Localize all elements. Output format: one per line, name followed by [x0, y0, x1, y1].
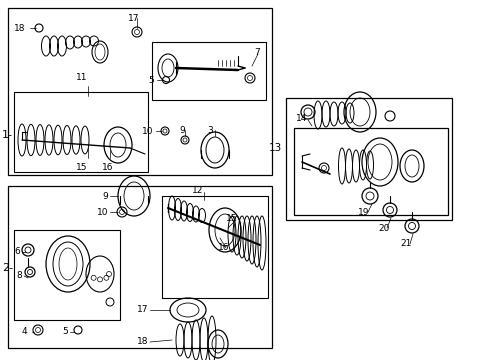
- Text: 17: 17: [128, 14, 140, 23]
- Text: 13: 13: [268, 143, 282, 153]
- Bar: [285, 98, 451, 220]
- Bar: [293, 128, 447, 215]
- Bar: [8, 8, 271, 175]
- Text: 12: 12: [192, 186, 203, 195]
- Text: 14: 14: [295, 113, 307, 122]
- Text: 3: 3: [207, 126, 212, 135]
- Text: 8: 8: [16, 271, 22, 280]
- Bar: [152, 42, 265, 100]
- Text: 7: 7: [253, 48, 259, 57]
- Text: 18: 18: [136, 338, 148, 346]
- Text: 9: 9: [102, 192, 108, 201]
- Bar: [14, 92, 148, 172]
- Text: 6: 6: [14, 248, 20, 256]
- Bar: [8, 186, 271, 348]
- Text: 4: 4: [22, 328, 27, 337]
- Text: 11: 11: [76, 73, 87, 82]
- Bar: [162, 196, 267, 298]
- Bar: [14, 230, 120, 320]
- Text: 16: 16: [218, 243, 229, 252]
- Text: 10: 10: [96, 207, 108, 216]
- Text: 20: 20: [377, 224, 388, 233]
- Text: 19: 19: [357, 207, 369, 216]
- Text: 15: 15: [225, 213, 237, 222]
- Text: 10: 10: [141, 126, 153, 135]
- Text: 16: 16: [102, 163, 114, 172]
- Text: 2-: 2-: [2, 263, 13, 273]
- Text: 21: 21: [399, 239, 410, 248]
- Text: 5: 5: [148, 76, 153, 85]
- Text: 18: 18: [14, 23, 25, 32]
- Text: 17: 17: [136, 306, 148, 315]
- Text: 9: 9: [179, 126, 184, 135]
- Text: 5: 5: [62, 328, 68, 337]
- Text: 15: 15: [76, 163, 87, 172]
- Text: 1-: 1-: [2, 130, 13, 140]
